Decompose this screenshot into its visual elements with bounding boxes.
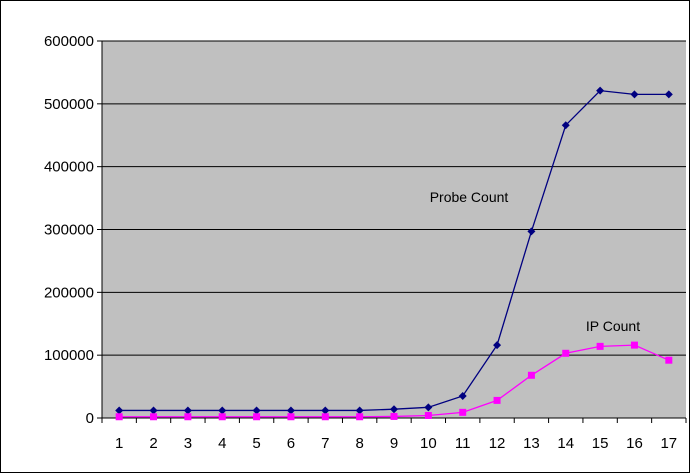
ip-count-point <box>287 413 295 421</box>
probe-count-point <box>321 406 330 415</box>
probe-count-point <box>286 406 295 415</box>
series-layer <box>115 86 673 421</box>
probe-count-point <box>596 86 605 95</box>
ip-count-label: IP Count <box>586 318 640 334</box>
ip-count-point <box>390 412 398 420</box>
x-tick-label: 12 <box>489 435 506 452</box>
probe-count-point <box>458 392 467 401</box>
ip-count-point <box>665 356 673 364</box>
y-tick-label: 600000 <box>44 33 94 50</box>
x-tick-label: 5 <box>252 435 260 452</box>
ip-count-point <box>218 413 226 421</box>
probe-count-point <box>527 227 536 236</box>
probe-count-point <box>252 406 261 415</box>
probe-count-point <box>115 406 124 415</box>
probe-count-point <box>218 406 227 415</box>
ip-count-point <box>596 342 604 350</box>
probe-count-point <box>493 341 502 350</box>
x-tick-label: 11 <box>455 435 471 452</box>
ip-count-point <box>493 396 501 404</box>
x-tick-label: 6 <box>287 435 295 452</box>
x-tick-label: 8 <box>355 435 363 452</box>
y-tick-label: 500000 <box>44 96 94 113</box>
x-tick-label: 13 <box>523 435 540 452</box>
probe-count-point <box>424 403 433 412</box>
probe-count-label: Probe Count <box>430 189 509 205</box>
ip-count-point <box>459 408 467 416</box>
ip-count-point <box>115 413 123 421</box>
probe-count-point <box>183 406 192 415</box>
ip-count-point <box>424 411 432 419</box>
ip-count-point <box>253 413 261 421</box>
gridlines <box>102 40 686 356</box>
y-tick-label: 300000 <box>44 222 94 239</box>
ip-count-point <box>150 413 158 421</box>
x-tick-label: 10 <box>420 435 437 452</box>
x-tick-label: 3 <box>184 435 192 452</box>
probe-count-point <box>664 90 673 99</box>
x-tick-label: 14 <box>557 435 574 452</box>
x-tick-label: 7 <box>321 435 329 452</box>
x-tick-label: 4 <box>218 435 226 452</box>
x-tick-label: 15 <box>592 435 609 452</box>
ip-count-point <box>562 349 570 357</box>
x-tick-label: 17 <box>660 435 677 452</box>
probe-count-point <box>390 405 398 414</box>
ip-count-point <box>356 413 364 421</box>
ip-count-point <box>527 371 535 379</box>
x-tick-label: 16 <box>626 435 643 452</box>
probe-count-point <box>355 406 364 415</box>
probe-count-point <box>561 121 570 130</box>
x-tick-label: 2 <box>149 435 157 452</box>
ip-count-point <box>630 341 638 349</box>
probe-count-point <box>630 90 639 99</box>
y-tick-label: 100000 <box>44 347 94 364</box>
y-tick-label: 0 <box>86 410 94 427</box>
x-tick-label: 9 <box>390 435 398 452</box>
ip-count-point <box>184 413 192 421</box>
ip-count-point <box>321 413 329 421</box>
probe-count-point <box>149 406 158 415</box>
y-tick-label: 400000 <box>44 159 94 176</box>
y-tick-label: 200000 <box>44 284 94 301</box>
x-tick-label: 1 <box>115 435 123 452</box>
